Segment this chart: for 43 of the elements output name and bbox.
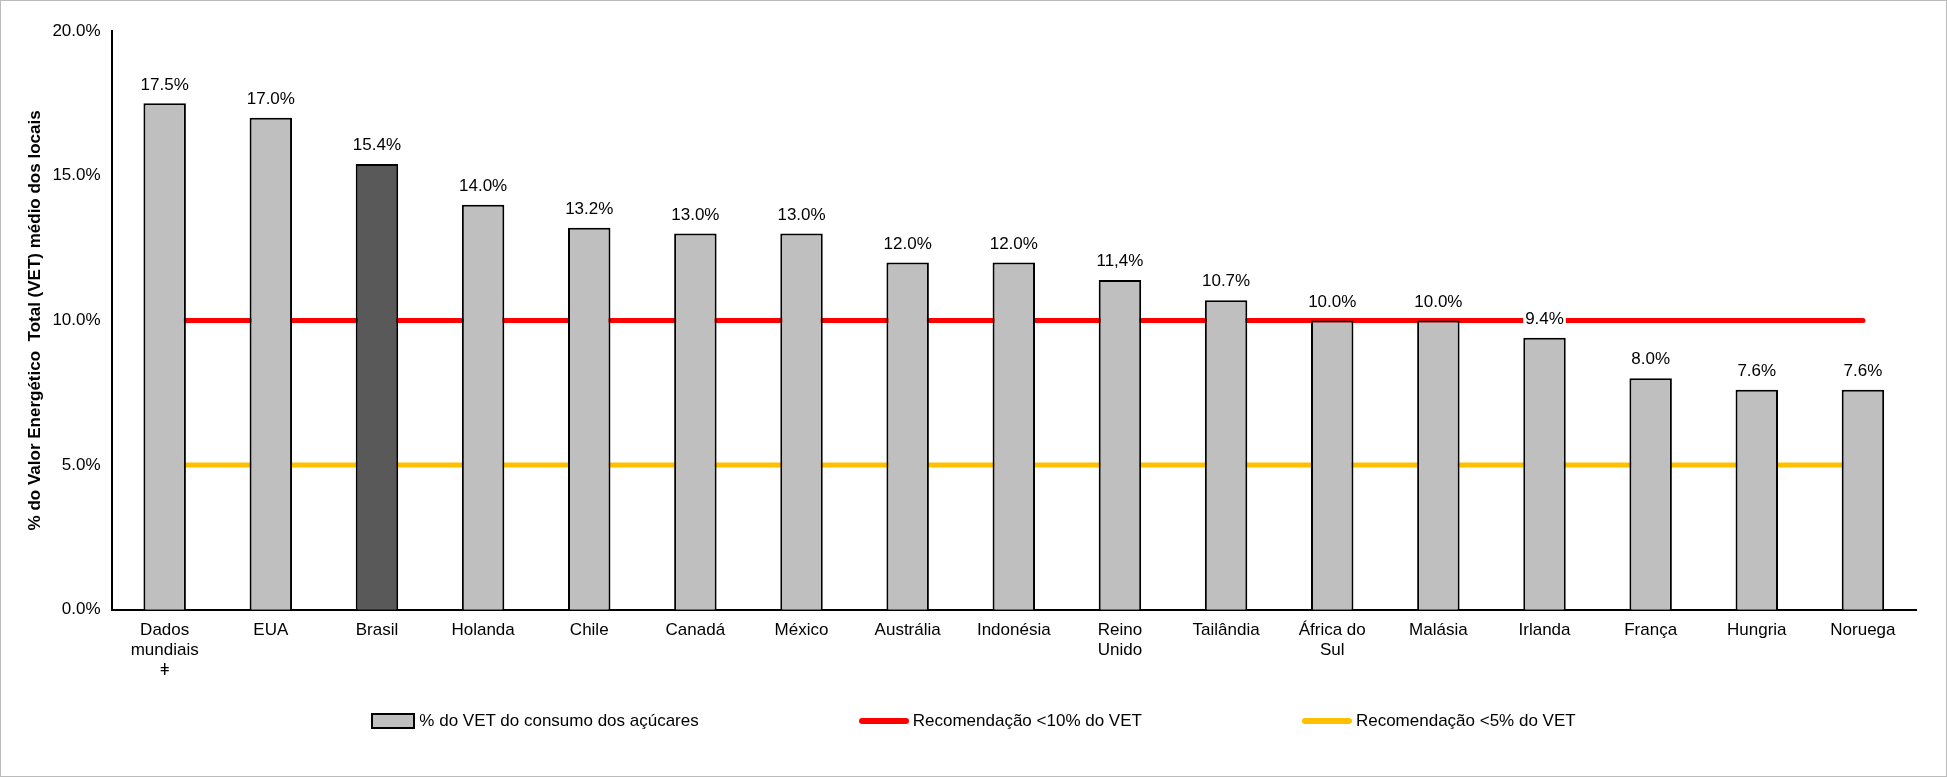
legend-label: % do VET do consumo dos açúcares [419, 711, 699, 731]
y-tick-label: 20.0% [52, 20, 101, 40]
x-tick-label: Austrália [874, 619, 942, 639]
x-tick-label: Indonésia [976, 619, 1052, 639]
x-tick-label: Hungria [1727, 619, 1788, 639]
data-label: 9.4% [1525, 308, 1564, 328]
x-tick-label: Noruega [1830, 619, 1897, 639]
y-tick-label: 15.0% [52, 165, 101, 185]
x-tick-label: França [1624, 619, 1678, 639]
data-label: 15.4% [352, 135, 402, 155]
data-label: 17.0% [246, 89, 295, 109]
x-tick-label: Irlanda [1518, 619, 1572, 639]
data-label: 7.6% [1843, 361, 1883, 381]
data-label: 13.0% [671, 204, 720, 224]
data-label: 12.0% [989, 233, 1038, 253]
y-tick-label: 10.0% [52, 310, 101, 330]
legend-label: Recomendação <5% do VET [1355, 711, 1576, 731]
data-label: 10.7% [1201, 271, 1251, 291]
data-label: 14.0% [458, 175, 508, 195]
x-tick-label: Brasil [355, 619, 399, 639]
y-axis-title: % do Valor Energético Total (VET) médio dos locais [24, 110, 44, 531]
data-label: 12.0% [883, 233, 932, 253]
x-tick-label: Malásia [1409, 619, 1469, 639]
data-label: 13.0% [777, 204, 826, 224]
data-label: 13.2% [565, 198, 614, 218]
x-tick-label: Reino Unido [1097, 619, 1143, 660]
data-label: 10.0% [1414, 291, 1463, 311]
x-tick-label: África do Sul [1298, 619, 1366, 660]
data-label: 10.0% [1308, 291, 1357, 311]
x-tick-label: EUA [253, 619, 289, 639]
y-tick-label: 0.0% [61, 599, 101, 619]
x-tick-label: Holanda [451, 619, 516, 639]
x-tick-label: Dados mundiais ǂ [130, 619, 199, 680]
x-tick-label: México [774, 619, 829, 639]
data-label: 7.6% [1737, 361, 1777, 381]
data-label: 11,4% [1096, 251, 1144, 271]
x-tick-label: Canadá [665, 619, 726, 639]
y-tick-label: 5.0% [61, 454, 101, 474]
x-tick-label: Tailândia [1192, 619, 1261, 639]
data-label: 17.5% [140, 74, 189, 94]
legend-label: Recomendação <10% do VET [912, 711, 1142, 731]
x-tick-label: Chile [569, 619, 609, 639]
data-label: 8.0% [1631, 349, 1671, 369]
